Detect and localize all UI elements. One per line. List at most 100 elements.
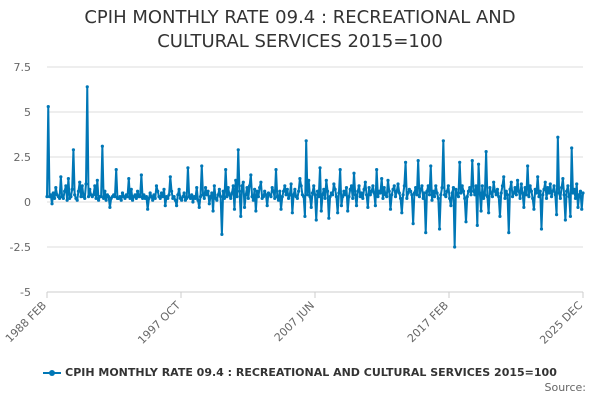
data-point[interactable]	[66, 177, 70, 181]
data-point[interactable]	[169, 189, 174, 193]
data-point[interactable]	[427, 193, 432, 197]
data-point[interactable]	[210, 191, 214, 195]
data-point[interactable]	[61, 196, 65, 200]
data-point[interactable]	[180, 198, 184, 202]
data-point[interactable]	[114, 168, 118, 172]
data-point[interactable]	[344, 186, 349, 190]
data-point[interactable]	[556, 135, 560, 139]
data-point[interactable]	[305, 193, 310, 197]
data-point[interactable]	[446, 184, 450, 188]
data-point[interactable]	[293, 187, 297, 191]
data-point[interactable]	[385, 195, 389, 199]
data-point[interactable]	[73, 193, 77, 197]
data-point[interactable]	[94, 196, 98, 200]
data-point[interactable]	[188, 196, 193, 200]
data-point[interactable]	[363, 180, 367, 184]
data-point[interactable]	[422, 191, 427, 195]
data-point[interactable]	[241, 180, 245, 184]
data-point[interactable]	[348, 187, 352, 191]
data-point[interactable]	[445, 189, 449, 193]
data-point[interactable]	[476, 162, 481, 166]
data-point[interactable]	[144, 195, 148, 199]
data-point[interactable]	[127, 177, 131, 181]
data-point[interactable]	[577, 193, 581, 197]
data-point[interactable]	[242, 205, 247, 209]
data-point[interactable]	[332, 182, 336, 186]
data-point[interactable]	[444, 195, 448, 199]
data-point[interactable]	[480, 184, 484, 188]
data-point[interactable]	[303, 214, 307, 218]
data-point[interactable]	[376, 195, 380, 199]
data-point[interactable]	[459, 191, 463, 195]
data-point[interactable]	[521, 191, 525, 195]
data-point[interactable]	[531, 196, 535, 200]
data-point[interactable]	[182, 191, 186, 195]
data-point[interactable]	[370, 189, 374, 193]
data-point[interactable]	[546, 186, 550, 190]
data-point[interactable]	[504, 189, 508, 193]
data-point[interactable]	[331, 193, 335, 197]
data-point[interactable]	[432, 195, 437, 199]
data-point[interactable]	[576, 205, 580, 209]
data-point[interactable]	[388, 207, 393, 211]
data-point[interactable]	[253, 187, 257, 191]
data-point[interactable]	[466, 189, 471, 193]
data-point[interactable]	[173, 198, 177, 202]
data-point[interactable]	[125, 195, 130, 199]
data-point[interactable]	[57, 196, 62, 200]
data-point[interactable]	[475, 223, 479, 227]
data-point[interactable]	[292, 193, 296, 197]
data-point[interactable]	[239, 214, 243, 218]
data-point[interactable]	[409, 189, 413, 193]
data-point[interactable]	[507, 231, 511, 235]
data-point[interactable]	[417, 195, 422, 199]
data-point[interactable]	[366, 205, 370, 209]
data-point[interactable]	[256, 195, 260, 199]
data-point[interactable]	[353, 193, 357, 197]
data-point[interactable]	[274, 168, 278, 172]
data-point[interactable]	[410, 193, 414, 197]
data-point[interactable]	[128, 196, 132, 200]
data-point[interactable]	[538, 189, 542, 193]
data-point[interactable]	[207, 202, 211, 206]
data-point[interactable]	[275, 195, 279, 199]
data-point[interactable]	[319, 209, 323, 213]
data-point[interactable]	[63, 189, 67, 193]
data-point[interactable]	[575, 182, 579, 186]
data-point[interactable]	[499, 191, 503, 195]
data-point[interactable]	[80, 184, 84, 188]
data-point[interactable]	[325, 189, 330, 193]
data-point[interactable]	[382, 186, 386, 190]
data-point[interactable]	[254, 209, 258, 213]
data-point[interactable]	[565, 189, 569, 193]
data-point[interactable]	[108, 205, 112, 209]
data-point[interactable]	[465, 195, 469, 199]
data-point[interactable]	[468, 186, 472, 190]
data-point[interactable]	[71, 148, 76, 152]
data-point[interactable]	[517, 189, 521, 193]
data-point[interactable]	[490, 195, 495, 199]
data-point[interactable]	[249, 173, 253, 177]
data-point[interactable]	[135, 189, 140, 193]
data-point[interactable]	[247, 184, 252, 188]
data-point[interactable]	[358, 195, 362, 199]
data-point[interactable]	[208, 195, 213, 199]
data-point[interactable]	[276, 198, 281, 202]
data-point[interactable]	[396, 182, 400, 186]
data-point[interactable]	[375, 168, 379, 172]
data-point[interactable]	[133, 193, 137, 197]
data-point[interactable]	[95, 178, 99, 182]
data-point[interactable]	[195, 186, 199, 190]
data-point[interactable]	[261, 195, 266, 199]
data-point[interactable]	[398, 196, 403, 200]
data-point[interactable]	[52, 196, 57, 200]
data-point[interactable]	[541, 193, 545, 197]
data-point[interactable]	[356, 189, 360, 193]
data-point[interactable]	[113, 195, 117, 199]
data-point[interactable]	[493, 189, 497, 193]
data-point[interactable]	[361, 196, 365, 200]
data-point[interactable]	[76, 189, 81, 193]
data-point[interactable]	[392, 184, 396, 188]
data-point[interactable]	[421, 196, 425, 200]
data-point[interactable]	[255, 189, 259, 193]
